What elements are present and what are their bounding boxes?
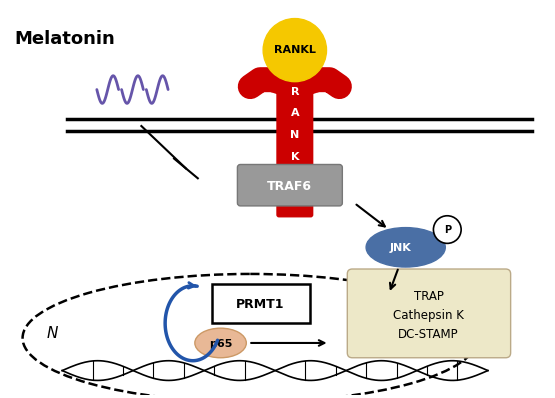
Text: N: N — [47, 326, 58, 341]
Text: R: R — [291, 86, 299, 97]
Text: TRAF6: TRAF6 — [268, 179, 312, 193]
Circle shape — [263, 19, 326, 82]
Text: TRAP
Cathepsin K
DC-STAMP: TRAP Cathepsin K DC-STAMP — [393, 290, 464, 341]
Text: RANKL: RANKL — [274, 45, 316, 55]
Ellipse shape — [195, 328, 246, 358]
Text: K: K — [291, 152, 299, 162]
Text: p65: p65 — [209, 339, 232, 349]
FancyBboxPatch shape — [211, 284, 310, 323]
Text: JNK: JNK — [390, 243, 412, 253]
Text: N: N — [290, 130, 300, 140]
Ellipse shape — [366, 228, 445, 267]
Text: A: A — [290, 108, 299, 118]
Text: Melatonin: Melatonin — [14, 30, 115, 49]
Text: PRMT1: PRMT1 — [236, 298, 284, 311]
Text: P: P — [443, 224, 451, 234]
FancyBboxPatch shape — [347, 269, 511, 358]
FancyBboxPatch shape — [238, 164, 342, 206]
FancyBboxPatch shape — [277, 75, 312, 217]
Circle shape — [433, 216, 461, 243]
